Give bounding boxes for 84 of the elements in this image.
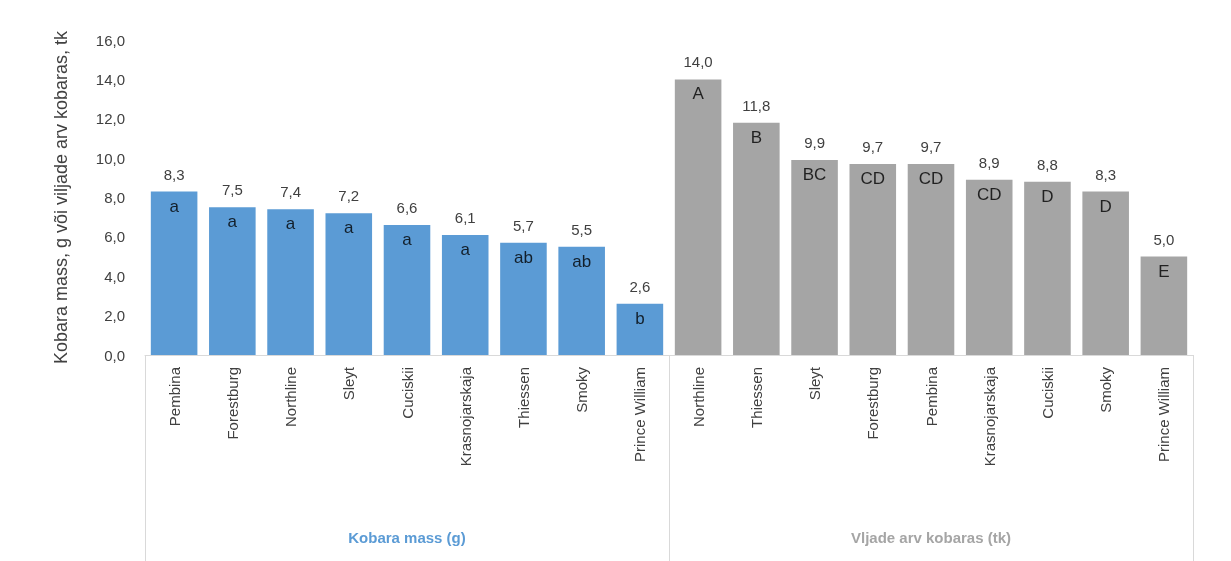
y-tick-label: 0,0: [104, 346, 125, 364]
annotation: b: [635, 308, 645, 328]
data-label: 7,4: [280, 183, 301, 201]
bar: [849, 164, 897, 355]
annotation: D: [1099, 196, 1112, 216]
bar: [1082, 191, 1129, 355]
data-label: 14,0: [683, 53, 713, 71]
x-tick-label: Cuciskii: [1038, 367, 1056, 419]
x-tick-label: Krasnojarskaja: [456, 366, 474, 467]
annotation: CD: [918, 169, 944, 189]
bar: [616, 303, 664, 355]
bar: [1140, 256, 1188, 355]
annotation: BC: [802, 165, 827, 185]
data-label: 2,6: [629, 277, 651, 295]
data-label: 11,8: [742, 96, 771, 114]
y-tick-label: 8,0: [104, 189, 125, 206]
x-tick-label: Prince William: [631, 367, 649, 463]
x-tick-label: Prince William: [1155, 367, 1173, 463]
data-label: 5,5: [571, 220, 593, 238]
bar: [441, 234, 489, 355]
x-tick-label: Forestburg: [864, 367, 882, 440]
bar: [209, 207, 256, 355]
annotation: a: [344, 218, 355, 238]
annotation: a: [402, 230, 413, 250]
y-tick-label: 14,0: [95, 70, 125, 88]
data-label: 7,5: [221, 181, 243, 199]
x-tick-label: Pembina: [165, 366, 183, 427]
annotation: a: [285, 214, 296, 234]
data-label: 6,1: [454, 208, 476, 226]
bar: [267, 209, 314, 355]
data-label: 8,9: [978, 153, 1000, 171]
bar: [325, 213, 373, 355]
text: Vljade arv kobaras (tk): [850, 529, 1012, 546]
bar: [558, 246, 605, 355]
annotation: ab: [572, 251, 592, 271]
x-tick-label: Cuciskii: [398, 367, 416, 419]
data-label: 8,3: [163, 165, 185, 183]
x-tick-label: Sleyt: [340, 366, 358, 401]
bar: [791, 160, 838, 355]
x-tick-label: Forestburg: [223, 367, 241, 440]
x-tick-label: Krasnojarskaja: [980, 366, 998, 467]
data-label: 9,7: [920, 138, 942, 156]
x-tick-label: Thiessen: [514, 367, 532, 428]
annotation: D: [1041, 186, 1054, 206]
bar: [1024, 181, 1071, 355]
y-tick-label: 2,0: [104, 307, 125, 325]
data-label: 8,3: [1095, 165, 1117, 183]
x-tick-label: Smoky: [573, 366, 591, 413]
annotation: E: [1158, 261, 1170, 281]
y-tick-label: 10,0: [95, 149, 125, 167]
y-tick-label: 4,0: [104, 267, 125, 285]
data-label: 9,9: [804, 134, 825, 152]
bar: [965, 179, 1013, 355]
y-tick-label: 12,0: [95, 110, 125, 128]
x-tick-label: Smoky: [1097, 366, 1115, 413]
annotation: a: [169, 196, 180, 216]
data-label: 7,2: [338, 187, 360, 205]
text: Kobara mass (g): [348, 529, 466, 546]
data-label: 5,7: [513, 216, 534, 234]
x-tick-label: Thiessen: [747, 367, 765, 428]
x-tick-label: Sleyt: [806, 366, 824, 401]
y-axis-title: Kobara mass, g või viljade arv kobaras, tk: [51, 29, 71, 365]
annotation: B: [750, 127, 763, 147]
x-tick-label: Pembina: [922, 366, 940, 427]
data-label: 6,6: [396, 199, 418, 217]
data-label: 9,7: [862, 138, 884, 156]
annotation: a: [227, 212, 238, 232]
annotation: CD: [860, 169, 886, 189]
data-label: 8,8: [1037, 155, 1058, 173]
bar: [674, 79, 722, 355]
annotation: CD: [976, 184, 1002, 204]
annotation: A: [692, 84, 705, 104]
data-label: 5,0: [1153, 230, 1175, 248]
annotation: ab: [513, 247, 533, 267]
annotation: a: [460, 239, 471, 259]
y-tick-label: 6,0: [104, 228, 125, 246]
bar: [500, 242, 547, 355]
bar: [907, 164, 955, 355]
bar: [383, 225, 431, 355]
y-tick-label: 16,0: [95, 31, 125, 49]
bar: [150, 191, 198, 355]
x-tick-label: Northline: [689, 367, 707, 428]
x-tick-label: Northline: [282, 367, 300, 428]
bar: [733, 122, 780, 355]
